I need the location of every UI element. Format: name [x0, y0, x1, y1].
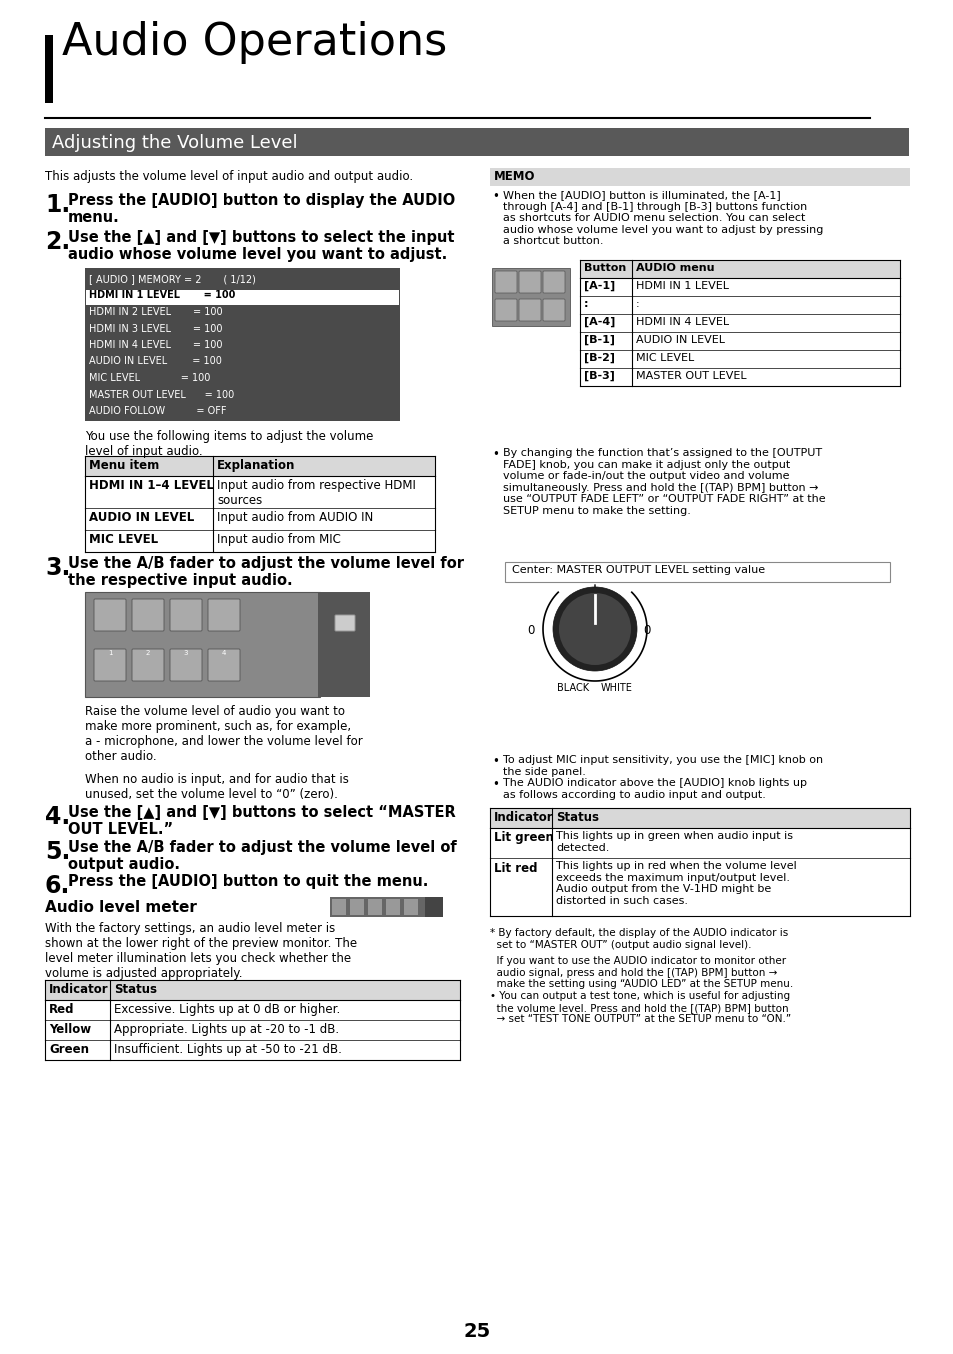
FancyBboxPatch shape — [495, 271, 517, 292]
Text: HDMI IN 4 LEVEL: HDMI IN 4 LEVEL — [636, 317, 728, 328]
Text: •: • — [492, 756, 498, 768]
FancyBboxPatch shape — [132, 649, 164, 681]
Text: HDMI IN 1 LEVEL       = 100: HDMI IN 1 LEVEL = 100 — [89, 291, 235, 301]
Bar — [332, 899, 346, 915]
Text: [A-1]: [A-1] — [583, 282, 615, 291]
Text: Audio level meter: Audio level meter — [45, 900, 196, 915]
Bar — [85, 592, 319, 697]
FancyBboxPatch shape — [518, 299, 540, 321]
Text: •: • — [492, 448, 498, 460]
Text: AUDIO menu: AUDIO menu — [636, 263, 714, 274]
Text: HDMI IN 4 LEVEL       = 100: HDMI IN 4 LEVEL = 100 — [89, 340, 222, 349]
Text: Lit red: Lit red — [494, 861, 537, 875]
Text: • You can output a test tone, which is useful for adjusting
  the volume level. : • You can output a test tone, which is u… — [490, 991, 790, 1024]
Bar — [85, 456, 435, 477]
Bar — [317, 592, 370, 697]
Text: 4: 4 — [222, 650, 226, 655]
FancyBboxPatch shape — [335, 615, 355, 631]
Text: 3: 3 — [184, 650, 188, 655]
Bar — [490, 808, 909, 829]
Text: Input audio from MIC: Input audio from MIC — [216, 533, 340, 546]
FancyBboxPatch shape — [94, 598, 126, 631]
Text: Use the [▲] and [▼] buttons to select the input
audio whose volume level you wan: Use the [▲] and [▼] buttons to select th… — [68, 230, 454, 263]
Text: 6.: 6. — [45, 873, 71, 898]
Text: When no audio is input, and for audio that is
unused, set the volume level to “0: When no audio is input, and for audio th… — [85, 773, 349, 802]
Text: Raise the volume level of audio you want to
make more prominent, such as, for ex: Raise the volume level of audio you want… — [85, 705, 362, 764]
Text: Lit green: Lit green — [494, 831, 554, 845]
Text: [B-3]: [B-3] — [583, 371, 615, 382]
Text: MIC LEVEL: MIC LEVEL — [636, 353, 694, 363]
Bar — [85, 268, 399, 421]
Text: •: • — [492, 779, 498, 791]
Text: To adjust MIC input sensitivity, you use the [MIC] knob on
the side panel.: To adjust MIC input sensitivity, you use… — [502, 756, 822, 777]
FancyBboxPatch shape — [170, 649, 202, 681]
Bar — [490, 168, 909, 185]
Text: Use the A/B fader to adjust the volume level for
the respective input audio.: Use the A/B fader to adjust the volume l… — [68, 556, 463, 589]
Text: 0: 0 — [642, 624, 650, 636]
Text: Adjusting the Volume Level: Adjusting the Volume Level — [52, 134, 297, 152]
Text: Press the [AUDIO] button to quit the menu.: Press the [AUDIO] button to quit the men… — [68, 873, 428, 890]
Text: Appropriate. Lights up at -20 to -1 dB.: Appropriate. Lights up at -20 to -1 dB. — [113, 1024, 338, 1036]
Text: Audio Operations: Audio Operations — [62, 20, 447, 64]
FancyBboxPatch shape — [170, 598, 202, 631]
FancyBboxPatch shape — [495, 299, 517, 321]
Text: HDMI IN 3 LEVEL       = 100: HDMI IN 3 LEVEL = 100 — [89, 324, 222, 333]
Text: [A-4]: [A-4] — [583, 317, 615, 328]
Text: Press the [AUDIO] button to display the AUDIO
menu.: Press the [AUDIO] button to display the … — [68, 194, 455, 225]
FancyBboxPatch shape — [542, 299, 564, 321]
Text: Insufficient. Lights up at -50 to -21 dB.: Insufficient. Lights up at -50 to -21 dB… — [113, 1043, 341, 1056]
Bar — [386, 899, 399, 915]
Text: MEMO: MEMO — [494, 171, 535, 183]
FancyBboxPatch shape — [94, 649, 126, 681]
Text: Red: Red — [49, 1003, 74, 1016]
Text: Input audio from respective HDMI
sources: Input audio from respective HDMI sources — [216, 479, 416, 506]
Text: With the factory settings, an audio level meter is
shown at the lower right of t: With the factory settings, an audio leve… — [45, 922, 356, 980]
Text: Indicator: Indicator — [49, 983, 109, 997]
Text: :: : — [583, 299, 588, 309]
Text: BLACK: BLACK — [557, 682, 588, 693]
Text: Explanation: Explanation — [216, 459, 295, 473]
Text: 0: 0 — [527, 624, 534, 636]
Text: When the [AUDIO] button is illuminated, the [A-1]
through [A-4] and [B-1] throug: When the [AUDIO] button is illuminated, … — [502, 190, 822, 246]
Text: HDMI IN 1 LEVEL: HDMI IN 1 LEVEL — [636, 282, 728, 291]
FancyBboxPatch shape — [132, 598, 164, 631]
Text: Center: MASTER OUTPUT LEVEL setting value: Center: MASTER OUTPUT LEVEL setting valu… — [512, 565, 764, 575]
Text: 5.: 5. — [45, 839, 71, 864]
Text: Use the A/B fader to adjust the volume level of
output audio.: Use the A/B fader to adjust the volume l… — [68, 839, 456, 872]
Text: [B-1]: [B-1] — [583, 334, 615, 345]
Text: * By factory default, the display of the AUDIO indicator is
  set to “MASTER OUT: * By factory default, the display of the… — [490, 927, 787, 949]
Bar — [350, 899, 364, 915]
Text: This lights up in green when audio input is
detected.: This lights up in green when audio input… — [556, 831, 792, 853]
Text: •: • — [492, 190, 498, 203]
Bar — [45, 35, 53, 103]
Bar — [424, 896, 442, 917]
Text: :: : — [636, 299, 639, 309]
FancyBboxPatch shape — [208, 649, 240, 681]
Bar — [504, 562, 889, 582]
Circle shape — [553, 588, 637, 672]
Text: This lights up in red when the volume level
exceeds the maximum input/output lev: This lights up in red when the volume le… — [556, 861, 796, 906]
Text: 2: 2 — [146, 650, 150, 655]
Text: Use the [▲] and [▼] buttons to select “MASTER
OUT LEVEL.”: Use the [▲] and [▼] buttons to select “M… — [68, 806, 456, 837]
Text: AUDIO IN LEVEL: AUDIO IN LEVEL — [636, 334, 724, 345]
Text: MIC LEVEL             = 100: MIC LEVEL = 100 — [89, 372, 211, 383]
Text: 1: 1 — [108, 650, 112, 655]
Text: Button: Button — [583, 263, 625, 274]
FancyBboxPatch shape — [518, 271, 540, 292]
Text: WHITE: WHITE — [600, 682, 632, 693]
Text: You use the following items to adjust the volume
level of input audio.: You use the following items to adjust th… — [85, 431, 373, 458]
Bar — [368, 899, 381, 915]
Bar — [330, 896, 430, 917]
Text: 25: 25 — [463, 1322, 490, 1340]
Bar — [403, 899, 417, 915]
Bar — [579, 260, 899, 278]
Text: OUTPUT FADE: OUTPUT FADE — [568, 621, 620, 630]
Text: 4.: 4. — [45, 806, 71, 829]
Bar — [86, 290, 398, 305]
Text: Status: Status — [556, 811, 598, 825]
Circle shape — [558, 593, 630, 665]
Text: HDMI IN 1–4 LEVEL: HDMI IN 1–4 LEVEL — [89, 479, 213, 492]
Text: Menu item: Menu item — [89, 459, 159, 473]
Bar — [45, 980, 459, 1001]
Text: Status: Status — [113, 983, 157, 997]
